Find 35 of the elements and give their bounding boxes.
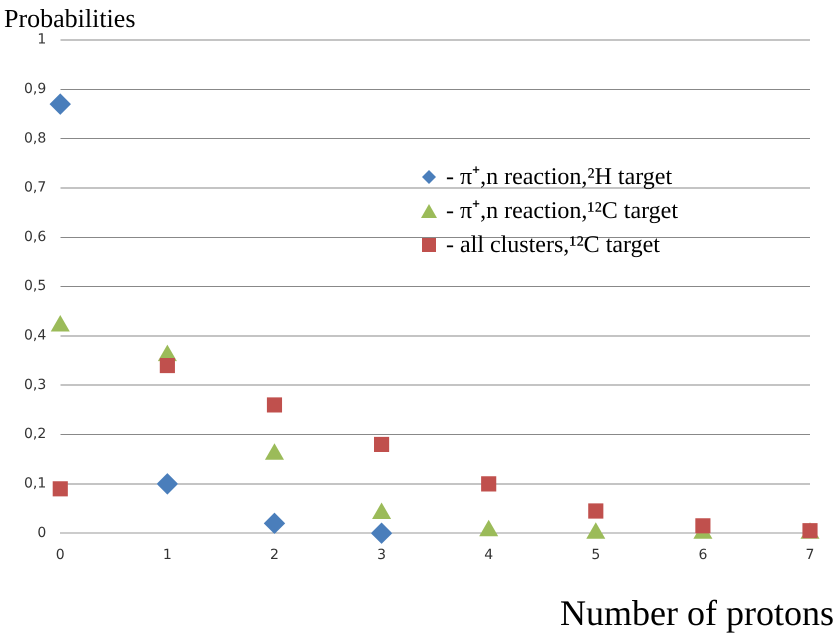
point <box>374 436 390 452</box>
legend-label: - π⁺,n reaction,²H target <box>446 163 672 192</box>
point <box>695 518 710 534</box>
x-tick-label: 2 <box>270 547 279 564</box>
point <box>371 522 392 544</box>
x-tick-label: 0 <box>56 547 65 564</box>
x-axis-title: Number of protons <box>560 592 834 634</box>
x-tick-label: 3 <box>377 547 386 564</box>
y-tick-label: 1 <box>37 32 46 48</box>
point <box>52 481 68 496</box>
y-tick-label: 0,2 <box>24 426 46 442</box>
x-tick-label: 5 <box>591 547 600 564</box>
x-tick-label: 7 <box>806 547 814 564</box>
point <box>156 473 178 494</box>
point <box>481 476 496 492</box>
point <box>264 512 285 534</box>
point <box>50 94 71 115</box>
x-tick-label: 4 <box>484 547 494 564</box>
point <box>160 358 175 374</box>
legend-label: - π⁺,n reaction,¹²C target <box>446 197 678 226</box>
y-axis-title: Probabilities <box>4 4 136 33</box>
y-tick-label: 0,5 <box>24 278 46 294</box>
legend-label: - all clusters,¹²C target <box>446 231 660 260</box>
point <box>588 503 604 519</box>
y-tick-label: 0,9 <box>24 80 46 97</box>
y-tick-label: 0,6 <box>24 228 46 245</box>
y-tick-label: 0 <box>37 524 46 541</box>
x-tick-label: 6 <box>698 547 708 564</box>
y-tick-label: 0,3 <box>24 376 46 393</box>
y-tick-label: 0,8 <box>24 130 46 146</box>
y-tick-label: 0,1 <box>24 476 46 492</box>
y-tick-label: 0,7 <box>24 180 46 196</box>
y-tick-label: 0,4 <box>24 328 46 344</box>
point <box>266 397 282 413</box>
x-tick-label: 1 <box>162 547 172 564</box>
